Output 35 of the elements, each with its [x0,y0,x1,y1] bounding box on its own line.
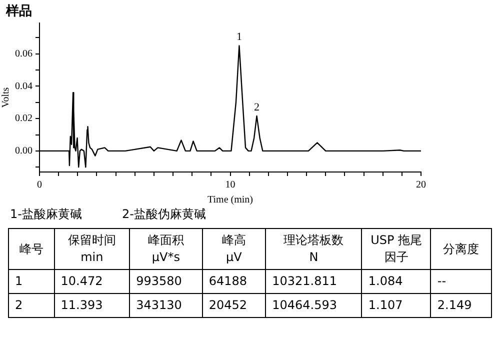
y-tick-label: 0.06 [15,48,32,60]
x-axis-title: Time (min) [208,194,253,206]
text: 峰面积 μV*s [146,232,185,266]
text: 10.472 [60,273,104,290]
text: 993580 [136,273,183,290]
x-tick-label: 20 [416,180,426,191]
text: 10464.593 [272,297,338,314]
text: 2-盐酸伪麻黄碱 [122,207,206,221]
text: 理论塔板数 N [282,232,345,266]
text: 峰号 [18,240,44,258]
text: 2 [15,297,24,314]
y-tick-label: 0.02 [15,113,32,124]
text: -- [437,273,448,290]
text: 2.149 [437,297,473,314]
text: 保留时间 min [66,232,117,266]
chart-title: 样品 [6,3,32,20]
annotation: 2 [254,101,260,114]
annotation: 1 [236,31,242,44]
y-tick-label: 0.04 [15,80,32,92]
text: 1 [15,273,24,290]
text: 1-盐酸麻黄碱 [10,207,82,221]
x-tick-label: 0 [37,180,42,191]
text: 20452 [208,297,248,314]
text: 10321.811 [272,273,338,290]
text: 1.107 [368,297,404,314]
text: USP 拖尾因子 [370,232,424,266]
y-tick-label: 0.00 [15,146,32,157]
text: 11.393 [60,297,104,314]
text: 64188 [208,273,248,290]
text: 分离度 [442,240,480,258]
y-axis-title: Volts [0,87,12,108]
text: 峰高 μV [220,232,247,266]
x-tick-label: 10 [225,180,236,191]
text: 1.084 [368,273,404,290]
text: 343130 [136,297,183,314]
